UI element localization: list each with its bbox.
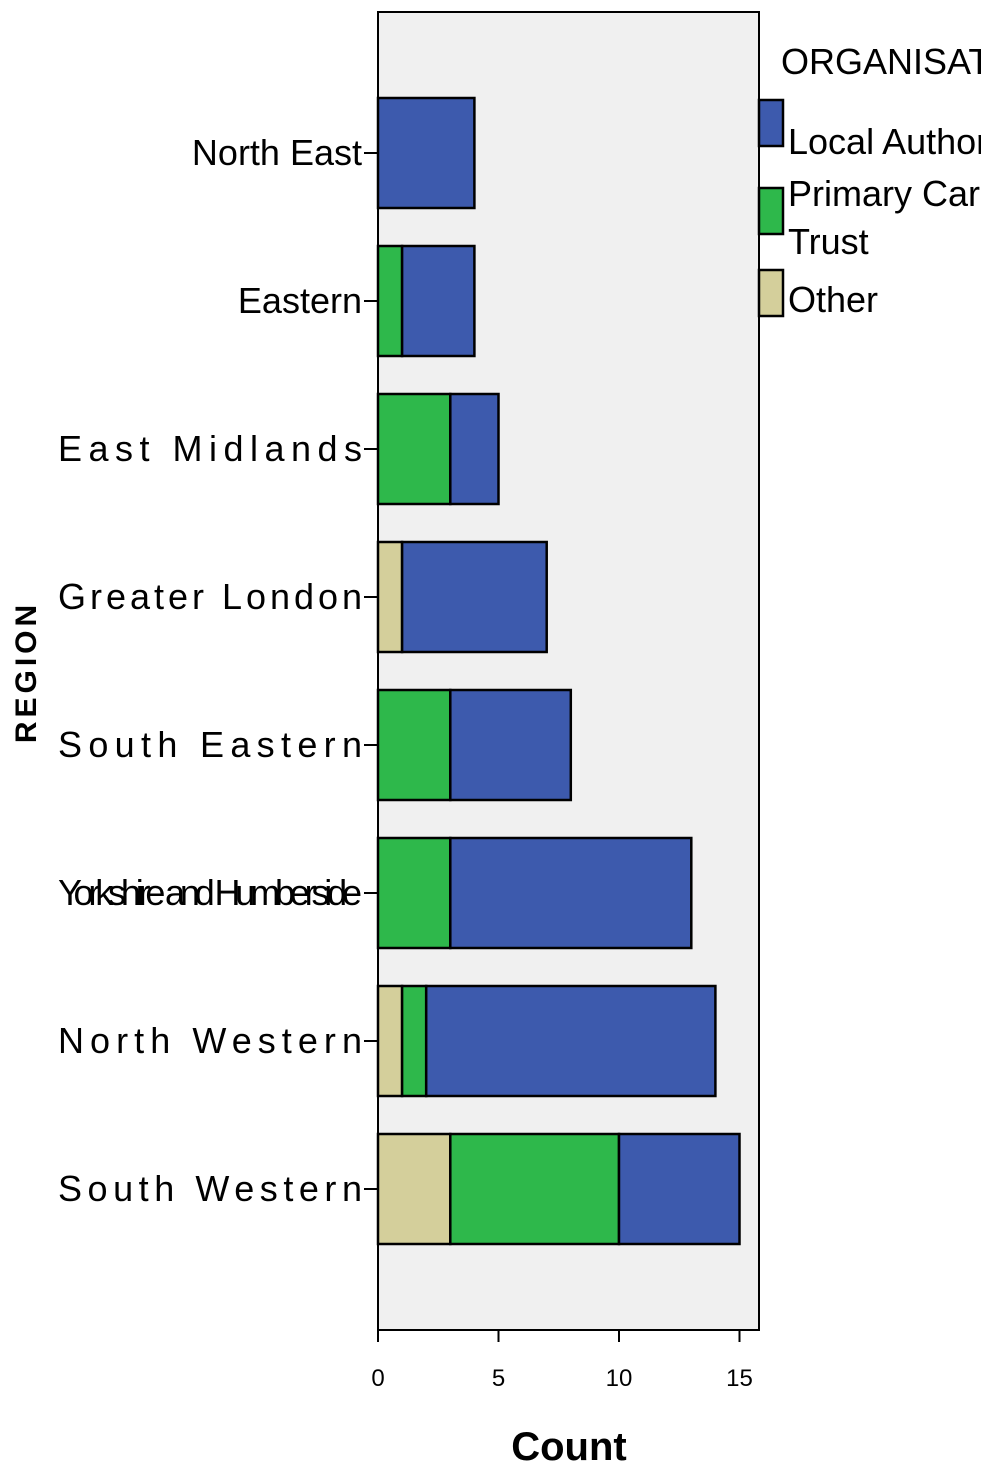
category-label-south-eastern: South Eastern — [58, 724, 362, 765]
bar-south-western-primary-care-trust — [449, 1132, 621, 1246]
bar-east-midlands-local-authority — [449, 392, 500, 506]
bar-north-western-other — [376, 984, 404, 1098]
x-tick-label: 10 — [606, 1365, 633, 1392]
bar-eastern-primary-care-trust — [376, 244, 404, 358]
legend-label-local-authority: Local Authority — [788, 121, 981, 162]
category-label-south-western: South Western — [58, 1168, 362, 1209]
y-axis-title: REGION — [10, 601, 43, 743]
bar-yorkshire-and-humberside-local-authority — [449, 836, 693, 950]
x-tick-label: 15 — [726, 1365, 753, 1392]
legend-label-primary-care-trust: Primary Care — [788, 173, 981, 214]
bar-south-western-other — [376, 1132, 452, 1246]
legend-swatch-local-authority — [757, 98, 785, 148]
x-axis-title: Count — [511, 1425, 627, 1467]
legend-title: ORGANISATION — [781, 41, 981, 82]
bar-yorkshire-and-humberside-primary-care-trust — [376, 836, 452, 950]
legend-swatch-other — [757, 268, 785, 318]
bar-greater-london-local-authority — [400, 540, 548, 654]
bar-greater-london-other — [376, 540, 404, 654]
legend-label-primary-care-trust: Trust — [788, 221, 869, 262]
x-axis: 0 5 10 15 — [371, 1329, 759, 1392]
bar-north-east-local-authority — [376, 96, 476, 210]
plot-area — [377, 11, 760, 1331]
legend-swatch-primary-care-trust — [757, 186, 785, 236]
category-label-east-midlands: East Midlands — [58, 428, 362, 469]
bar-north-western-primary-care-trust — [400, 984, 428, 1098]
category-label-yorkshire-and-humberside: Yorkshire and Humberside — [58, 872, 362, 913]
bar-east-midlands-primary-care-trust — [376, 392, 452, 506]
category-axis: North East Eastern East Midlands Greater Lo… — [58, 132, 378, 1209]
x-tick-label: 5 — [492, 1365, 505, 1392]
x-tick-label: 0 — [371, 1365, 384, 1392]
category-label-eastern: Eastern — [238, 280, 362, 321]
bar-south-eastern-primary-care-trust — [376, 688, 452, 802]
category-label-north-east: North East — [192, 132, 362, 173]
legend: ORGANISATION Local Authority Primary Care… — [757, 41, 981, 320]
bar-south-western-local-authority — [617, 1132, 741, 1246]
bar-south-eastern-local-authority — [449, 688, 573, 802]
bars-group — [376, 96, 741, 1246]
bar-eastern-local-authority — [400, 244, 476, 358]
category-label-greater-london: Greater London — [58, 576, 362, 617]
category-label-north-western: North Western — [58, 1020, 362, 1061]
bar-north-western-local-authority — [424, 984, 717, 1098]
legend-label-other: Other — [788, 279, 878, 320]
